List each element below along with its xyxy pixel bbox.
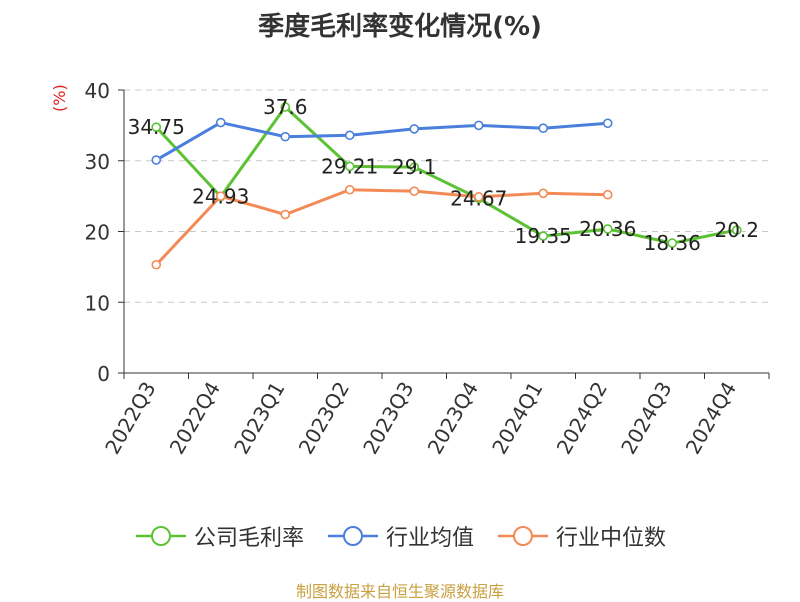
data-label: 20.36 xyxy=(579,217,636,241)
x-tick-label: 2023Q4 xyxy=(423,378,483,459)
x-tick-label: 2022Q4 xyxy=(165,378,225,459)
series-line xyxy=(155,188,608,266)
x-tick-label: 2023Q3 xyxy=(358,378,418,459)
series-line xyxy=(155,121,608,162)
data-point xyxy=(538,123,549,134)
data-point xyxy=(473,192,484,202)
y-tick-label: 30 xyxy=(85,150,110,174)
legend-item[interactable]: 行业中位数 xyxy=(496,520,666,552)
data-point xyxy=(344,161,355,172)
x-tick-label: 2024Q2 xyxy=(552,378,612,459)
y-tick-label: 20 xyxy=(85,221,110,245)
y-tick-label: 40 xyxy=(85,79,110,103)
data-label: 29.21 xyxy=(321,154,378,178)
data-label: 24.67 xyxy=(450,186,507,210)
y-tick-label: 0 xyxy=(97,362,110,386)
data-point xyxy=(667,238,678,248)
data-point xyxy=(344,184,355,195)
data-point xyxy=(151,259,162,270)
data-label: 24.93 xyxy=(192,185,249,209)
data-point xyxy=(731,225,742,235)
data-label: 20.2 xyxy=(714,218,759,242)
data-point xyxy=(473,120,484,131)
legend-label: 公司毛利率 xyxy=(193,526,304,551)
data-point xyxy=(280,131,291,142)
series-layer xyxy=(151,102,742,270)
data-label: 19.35 xyxy=(515,224,572,248)
legend-label: 行业均值 xyxy=(385,526,474,551)
data-point xyxy=(409,162,420,172)
series-line xyxy=(155,105,738,245)
source-note: 制图数据来自恒生聚源数据库 xyxy=(295,582,504,601)
data-point xyxy=(409,186,420,196)
data-point xyxy=(602,189,613,200)
data-label: 37.6 xyxy=(263,95,308,119)
data-point xyxy=(280,102,291,112)
data-point xyxy=(538,188,549,199)
legend-item[interactable]: 公司毛利率 xyxy=(134,520,304,552)
legend-marker-icon xyxy=(498,526,548,546)
x-tick-label: 2024Q4 xyxy=(681,378,741,459)
data-label: 34.75 xyxy=(128,115,185,139)
data-label: 29.1 xyxy=(392,155,437,179)
legend-marker-icon xyxy=(327,526,378,546)
legend-marker-icon xyxy=(135,526,186,546)
legend-label: 行业中位数 xyxy=(556,526,667,551)
data-point xyxy=(602,118,613,129)
x-tick-label: 2023Q1 xyxy=(229,378,289,459)
data-label: 18.36 xyxy=(644,231,701,255)
legend: 公司毛利率 行业均值 行业中位数 xyxy=(0,520,800,552)
data-point xyxy=(602,224,613,234)
x-tick-label: 2023Q2 xyxy=(294,378,354,459)
chart-title: 季度毛利率变化情况(%) xyxy=(258,12,542,42)
legend-item[interactable]: 行业均值 xyxy=(326,520,474,552)
data-point xyxy=(344,130,355,141)
data-point xyxy=(215,191,226,201)
data-point xyxy=(538,231,549,241)
data-label-layer: 34.75 24.93 37.6 29.21 29.1 24.67 19.35 20.36 18… xyxy=(128,95,759,255)
data-point xyxy=(280,209,291,220)
x-tick-label: 2022Q3 xyxy=(100,378,160,459)
x-tick-label: 2024Q3 xyxy=(616,378,676,459)
data-point xyxy=(151,155,162,165)
grid-layer xyxy=(124,89,769,303)
x-tick-label: 2024Q1 xyxy=(487,378,547,459)
data-point xyxy=(215,117,226,128)
data-point xyxy=(151,122,162,132)
y-tick-label: 10 xyxy=(85,291,110,315)
data-point xyxy=(409,124,420,134)
